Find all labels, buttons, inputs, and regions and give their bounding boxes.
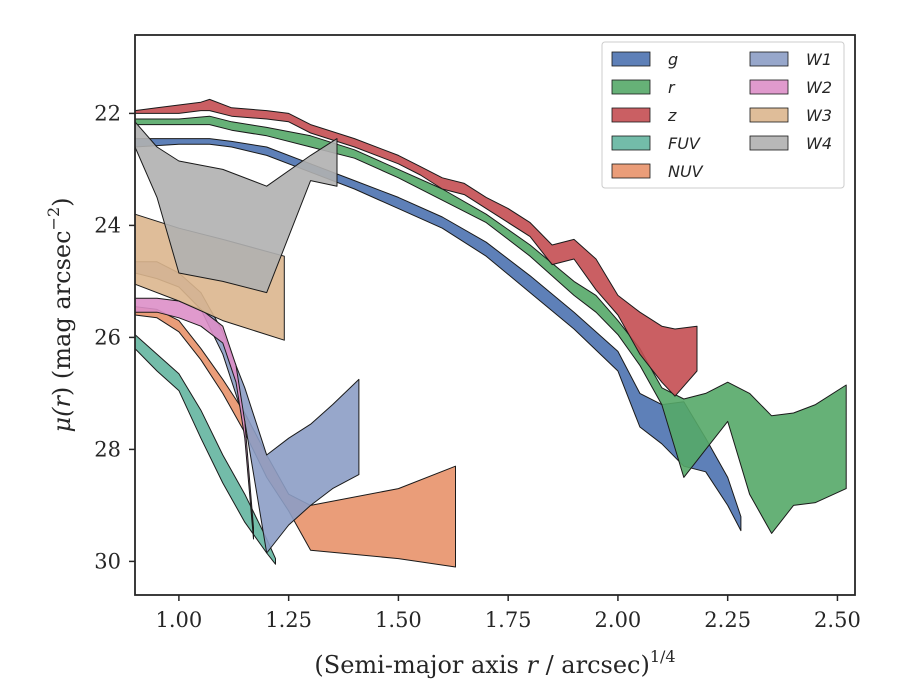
y-tick-label: 30 [94,549,121,573]
legend-swatch-W4 [749,135,789,151]
y-tick-label: 22 [94,101,121,125]
bands-layer [134,98,847,568]
legend: grz FUV NUV W1 W2 W3 W4 [601,41,845,189]
x-axis-label-exp: 1/4 [650,647,676,666]
legend-label-g: g [668,50,678,69]
x-tick-label: 2.00 [595,608,642,632]
legend-swatch-z [611,107,651,123]
legend-label-FUV: FUV [668,134,701,153]
y-axis-label-exp: −2 [44,207,63,231]
band-NUV [134,306,456,568]
y-axis-label: μ(r) (mag arcsec−2) [44,197,76,432]
legend-swatch-W2 [749,79,789,95]
band-FUV [134,334,276,565]
y-axis-label-mu: μ( [48,407,76,433]
x-tick-label: 2.25 [704,608,751,632]
y-axis-label-var: r [48,395,76,408]
x-axis-label-pre: (Semi-major axis [314,651,526,679]
x-tick-label: 1.00 [156,608,203,632]
x-axis-label-var: r [526,651,539,679]
legend-label-W1: W1 [806,50,832,69]
legend-swatch-NUV [611,163,651,179]
x-tick-label: 1.50 [375,608,422,632]
legend-swatch-W3 [749,107,789,123]
y-ticks: 22 24 26 28 30 [94,101,135,573]
band-z [134,98,698,397]
x-ticks: 1.00 1.25 1.50 1.75 2.00 2.25 2.50 [156,595,861,632]
legend-label-NUV: NUV [668,162,704,181]
legend-swatch-g [611,51,651,67]
legend-label-W4: W4 [806,134,832,153]
y-tick-label: 28 [94,437,121,461]
y-axis-label-end: ) [48,197,76,206]
axes-frame [134,34,856,596]
band-W4 [134,121,338,294]
legend-label-W2: W2 [806,78,832,97]
y-tick-label: 24 [94,213,121,237]
legend-label-z: z [667,106,677,125]
legend-frame [601,41,845,189]
legend-swatch-r [611,79,651,95]
x-tick-label: 1.25 [265,608,312,632]
y-axis-label-mid: ) (mag arcsec [48,230,76,396]
legend-swatch-FUV [611,135,651,151]
legend-label-W3: W3 [806,106,832,125]
x-tick-label: 2.50 [814,608,861,632]
x-axis-label: (Semi-major axis r / arcsec)1/4 [314,647,675,679]
legend-label-r: r [668,78,676,97]
x-tick-label: 1.75 [485,608,532,632]
x-axis-label-post: / arcsec) [538,651,650,679]
legend-items: grz FUV NUV W1 W2 W3 W4 [611,50,832,181]
y-tick-label: 26 [94,325,121,349]
legend-swatch-W1 [749,51,789,67]
